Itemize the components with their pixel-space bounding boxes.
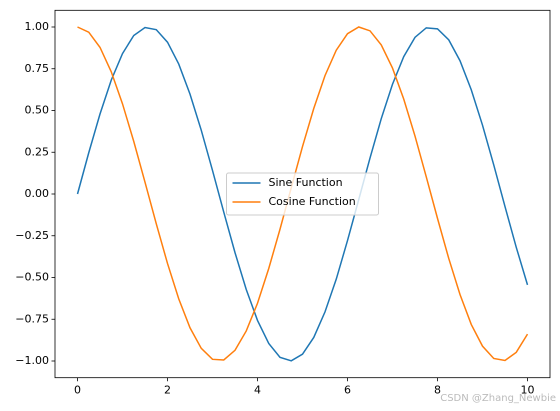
y-tick-label: −0.50 bbox=[15, 271, 49, 284]
y-tick-label: 0.50 bbox=[25, 104, 50, 117]
y-tick-label: −1.00 bbox=[15, 354, 49, 367]
y-tick-label: −0.25 bbox=[15, 229, 49, 242]
x-tick-label: 6 bbox=[344, 384, 351, 397]
legend-label: Cosine Function bbox=[269, 195, 356, 208]
y-tick-label: 0.00 bbox=[25, 187, 50, 200]
watermark: CSDN @Zhang_Newbie bbox=[440, 393, 556, 404]
legend-label: Sine Function bbox=[269, 176, 343, 189]
x-tick-label: 0 bbox=[74, 384, 81, 397]
y-tick-label: −0.75 bbox=[15, 312, 49, 325]
y-tick-label: 0.75 bbox=[25, 62, 50, 75]
y-tick-label: 0.25 bbox=[25, 145, 50, 158]
x-tick-label: 10 bbox=[521, 384, 535, 397]
y-tick-label: 1.00 bbox=[25, 20, 50, 33]
legend-box bbox=[226, 172, 379, 216]
x-tick-label: 8 bbox=[434, 384, 441, 397]
x-tick-label: 4 bbox=[254, 384, 261, 397]
x-tick-label: 2 bbox=[164, 384, 171, 397]
line bbox=[76, 26, 529, 362]
legend: Sine Function Cosine Function bbox=[226, 172, 379, 216]
line bbox=[77, 26, 529, 362]
